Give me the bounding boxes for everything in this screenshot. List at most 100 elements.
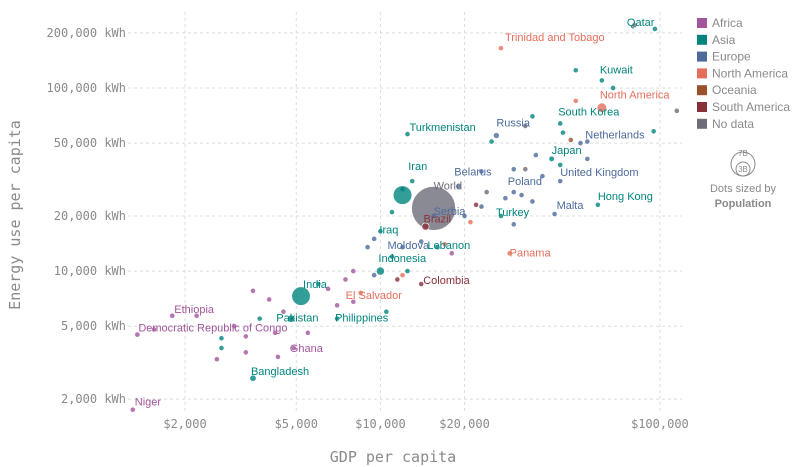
y-tick-label: 2,000 kWh <box>61 392 126 406</box>
data-point <box>540 173 545 179</box>
point-label: Poland <box>508 176 542 188</box>
data-point-kuwait <box>599 78 605 83</box>
data-point <box>305 330 311 336</box>
data-point <box>418 239 424 244</box>
data-point <box>489 139 494 144</box>
point-labels: Qatar Trinidad and Tobago Kuwait North Amer… <box>135 17 671 409</box>
data-point <box>334 303 340 308</box>
data-point-trinidad-and-tobago <box>498 45 504 51</box>
legend-swatch[interactable] <box>697 85 707 96</box>
legend-label[interactable]: Oceania <box>712 83 757 97</box>
data-point <box>674 108 680 114</box>
data-point <box>473 202 479 208</box>
data-point-japan <box>548 155 555 162</box>
point-label: Bangladesh <box>251 366 309 378</box>
data-point-niger <box>130 407 136 412</box>
legend-swatch[interactable] <box>697 102 707 112</box>
legend-swatch[interactable] <box>697 118 707 129</box>
data-point <box>484 189 489 195</box>
data-point-philippines <box>334 315 341 322</box>
data-point <box>371 236 377 242</box>
data-point-lebanon <box>435 244 440 250</box>
data-point <box>243 350 249 355</box>
legend-swatch[interactable] <box>697 18 707 28</box>
legend-swatch[interactable] <box>697 68 707 79</box>
data-point-moldova <box>400 244 405 250</box>
y-tick-label: 100,000 kWh <box>47 81 126 95</box>
data-point <box>272 330 278 336</box>
data-point <box>578 140 583 146</box>
data-point <box>573 67 579 73</box>
data-point-el-salvador <box>358 290 363 296</box>
size-legend-circle-small <box>735 161 751 177</box>
point-label: Japan <box>552 145 582 157</box>
data-point <box>371 272 377 278</box>
point-label: World <box>434 180 463 192</box>
y-axis-title: Energy use per capita <box>6 120 24 310</box>
point-label: Netherlands <box>585 130 645 142</box>
point-label: Qatar <box>627 17 655 29</box>
point-label: Trinidad and Tobago <box>505 32 605 44</box>
x-tick-label: $20,000 <box>439 417 490 431</box>
y-tick-label: 50,000 kWh <box>54 136 126 150</box>
point-label: Ghana <box>290 343 324 355</box>
data-point <box>573 98 579 104</box>
data-point <box>530 114 535 119</box>
data-point-hong-kong <box>595 202 601 208</box>
y-axis-ticks: 2,000 kWh 5,000 kWh 10,000 kWh 20,000 kWh 50… <box>47 26 126 406</box>
point-label: Kuwait <box>600 64 633 76</box>
data-point-russia <box>493 132 500 139</box>
data-point <box>523 123 528 129</box>
legend-label[interactable]: Asia <box>712 33 736 47</box>
data-point <box>503 195 508 201</box>
point-label: Belarus <box>454 166 492 178</box>
point-label: Panama <box>510 247 552 259</box>
x-axis-ticks: $2,000 $5,000 $10,000 $20,000 $100,000 <box>163 417 688 431</box>
data-point-north-america <box>596 102 607 113</box>
point-label: Ethiopia <box>174 304 215 316</box>
data-point-belarus <box>455 184 461 189</box>
legend-label[interactable]: No data <box>712 117 754 131</box>
data-point-colombia <box>418 281 424 287</box>
grid-lines <box>128 12 682 412</box>
data-point <box>651 129 656 134</box>
x-tick-label: $100,000 <box>631 417 689 431</box>
data-point <box>257 316 263 321</box>
data-point <box>214 356 220 362</box>
data-point <box>325 286 331 292</box>
data-point <box>194 313 199 319</box>
data-point <box>281 309 286 315</box>
data-points <box>130 22 680 412</box>
data-point <box>462 213 467 219</box>
legend-label[interactable]: Africa <box>712 16 743 30</box>
data-point-united-kingdom <box>557 178 563 184</box>
data-point <box>384 309 389 315</box>
data-point <box>343 277 348 282</box>
point-label: North America <box>600 90 671 102</box>
data-point <box>557 162 563 168</box>
legend-label[interactable]: Europe <box>712 50 751 64</box>
size-legend: 7B 3B Dots sized by Population <box>710 149 777 210</box>
data-point-turkmenistan <box>405 131 410 137</box>
data-point-iran <box>409 178 415 184</box>
data-point-ethiopia <box>169 312 176 319</box>
point-label: Hong Kong <box>598 191 653 203</box>
point-label: Lebanon <box>427 240 470 252</box>
point-label: South Korea <box>558 106 620 118</box>
data-point-panama <box>507 251 512 256</box>
data-point <box>389 254 395 259</box>
data-point <box>400 272 405 278</box>
point-label: Turkmenistan <box>409 122 475 134</box>
legend-swatch[interactable] <box>697 34 707 45</box>
data-point <box>610 85 616 91</box>
data-point-indonesia <box>376 266 385 276</box>
point-label: Indonesia <box>378 253 427 265</box>
legend-swatch[interactable] <box>697 51 707 62</box>
legend-label[interactable]: North America <box>712 66 788 80</box>
legend-label[interactable]: South America <box>712 100 790 114</box>
data-point-turkey <box>498 213 504 219</box>
data-point-qatar <box>652 26 658 32</box>
data-point-poland <box>511 189 517 195</box>
data-point <box>442 242 448 247</box>
data-point-bangladesh <box>249 374 257 382</box>
